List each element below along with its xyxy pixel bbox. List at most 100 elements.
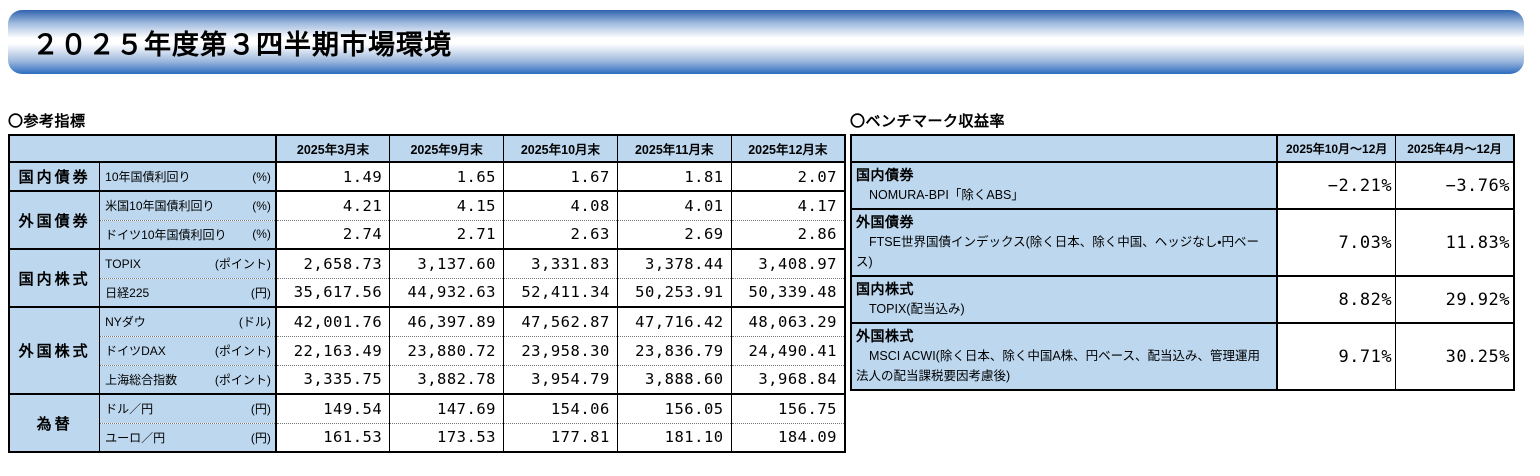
benchmark-label-cell: 外国株式 MSCI ACWI(除く日本、除く中国A株、円ベース、配当込み、管理運用… <box>851 323 1278 390</box>
indicator-label-cell: 10年国債利回り (%) <box>99 161 276 191</box>
indicator-label-inner: 米国10年国債利回り (%) <box>105 197 271 214</box>
value-cell: 177.81 <box>503 422 618 452</box>
return-value-cell: 7.03% <box>1276 209 1396 276</box>
table-row: 上海総合指数 (ポイント) 3,335.75 3,882.78 3,954.79 3,88… <box>9 364 845 394</box>
reference-table: 2025年3月末 2025年9月末 2025年10月末 2025年11月末 2025年1… <box>8 134 846 453</box>
indicator-name: ドイツDAX <box>105 344 166 358</box>
category-cell: 国内株式 <box>9 248 100 307</box>
indicator-label-inner: NYダウ (ドル) <box>105 313 271 330</box>
content-area: 〇参考指標 2025年3月末 2025年9月末 2025年10月末 2025年11月末… <box>0 110 1540 453</box>
value-cell: 1.67 <box>503 161 618 191</box>
reference-section-title: 〇参考指標 <box>8 113 86 130</box>
value-cell: 1.49 <box>274 161 390 191</box>
indicator-unit: (円) <box>250 285 271 300</box>
value-cell: 35,617.56 <box>274 277 390 307</box>
value-cell: 3,335.75 <box>274 364 390 394</box>
table-row: 国内債券 10年国債利回り (%) 1.49 1.65 1.67 1.81 2.07 <box>9 161 845 191</box>
indicator-label-cell: NYダウ (ドル) <box>99 306 276 336</box>
value-cell: 50,253.91 <box>616 277 732 307</box>
return-value-cell: 9.71% <box>1276 323 1396 390</box>
indicator-unit: (ドル) <box>238 315 271 330</box>
indicator-label-inner: 10年国債利回り (%) <box>105 168 271 185</box>
value-cell: 48,063.29 <box>730 306 845 336</box>
indicator-name: 米国10年国債利回り <box>105 199 215 214</box>
indicator-label-inner: 上海総合指数 (ポイント) <box>105 371 271 388</box>
value-cell: 2.86 <box>730 219 845 249</box>
benchmark-section-title: 〇ベンチマーク収益率 <box>850 113 1006 130</box>
benchmark-table-body: 国内債券 NOMURA-BPI「除くABS」 −2.21% −3.76% 外国債券 FTS… <box>851 162 1514 390</box>
table-row: 外国株式 NYダウ (ドル) 42,001.76 46,397.89 47,562.87 4… <box>9 306 845 394</box>
benchmark-label-cell: 外国債券 FTSE世界国債インデックス(除く日本、除く中国、ヘッジなし・円ベース) <box>851 209 1278 276</box>
return-value-cell: 11.83% <box>1395 209 1514 276</box>
title-banner: ２０２５年度第３四半期市場環境 <box>8 10 1524 74</box>
benchmark-header-row: 2025年10月～12月 2025年4月～12月 <box>851 135 1514 162</box>
table-row: 外国債券 米国10年国債利回り (%) 4.21 4.15 4.08 4.01 4.17 <box>9 190 845 249</box>
indicator-name: NYダウ <box>105 315 146 330</box>
value-cell: 23,880.72 <box>389 335 504 365</box>
value-cell: 2.74 <box>274 219 390 249</box>
value-cell: 3,954.79 <box>503 364 618 394</box>
reference-blank-header-cell <box>9 135 276 162</box>
indicator-label-cell: 米国10年国債利回り (%) <box>99 190 276 220</box>
benchmark-label-cell: 国内株式 TOPIX(配当込み) <box>851 276 1278 323</box>
indicator-label-inner: 日経225 (円) <box>105 284 271 301</box>
indicator-label-inner: TOPIX (ポイント) <box>105 255 271 272</box>
indicator-unit: (%) <box>252 169 271 184</box>
return-value-cell: 30.25% <box>1395 323 1514 390</box>
value-cell: 3,882.78 <box>389 364 504 394</box>
indicator-label-inner: ドイツDAX (ポイント) <box>105 342 271 359</box>
value-cell: 156.75 <box>730 393 845 423</box>
return-value-cell: 29.92% <box>1395 276 1514 323</box>
column-header-date: 2025年11月末 <box>616 135 732 162</box>
value-cell: 173.53 <box>389 422 504 452</box>
value-cell: 44,932.63 <box>389 277 504 307</box>
value-cell: 4.21 <box>274 190 390 220</box>
value-cell: 47,716.42 <box>616 306 732 336</box>
value-cell: 2.63 <box>503 219 618 249</box>
value-cell: 23,836.79 <box>616 335 732 365</box>
return-value-cell: −3.76% <box>1395 162 1514 209</box>
column-header-date: 2025年3月末 <box>274 135 390 162</box>
category-cell: 国内債券 <box>9 161 100 191</box>
table-row: ユーロ／円 (円) 161.53 173.53 177.81 181.10 184.09 <box>9 422 845 452</box>
value-cell: 4.17 <box>730 190 845 220</box>
value-cell: 3,968.84 <box>730 364 845 394</box>
value-cell: 52,411.34 <box>503 277 618 307</box>
value-cell: 184.09 <box>730 422 845 452</box>
indicator-label-cell: 上海総合指数 (ポイント) <box>99 364 276 394</box>
indicator-label-cell: ドル／円 (円) <box>99 393 276 423</box>
value-cell: 3,331.83 <box>503 248 618 278</box>
page-title: ２０２５年度第３四半期市場環境 <box>32 29 452 60</box>
indicator-unit: (ポイント) <box>214 344 271 358</box>
category-cell: 外国債券 <box>9 190 100 249</box>
category-cell: 為替 <box>9 393 100 452</box>
indicator-name: 10年国債利回り <box>105 170 191 184</box>
benchmark-section: 〇ベンチマーク収益率 2025年10月～12月 2025年4月～12月 国内債券 N… <box>850 110 1515 391</box>
indicator-name: TOPIX <box>105 256 141 271</box>
column-header-date: 2025年9月末 <box>389 135 504 162</box>
return-value-cell: −2.21% <box>1276 162 1396 209</box>
table-row: 国内株式 TOPIX(配当込み) 8.82% 29.92% <box>851 276 1514 323</box>
value-cell: 42,001.76 <box>274 306 390 336</box>
value-cell: 4.15 <box>389 190 504 220</box>
indicator-unit: (円) <box>250 430 271 445</box>
value-cell: 46,397.89 <box>389 306 504 336</box>
benchmark-description: MSCI ACWI(除く日本、除く中国A株、円ベース、配当込み、管理運用法人の配… <box>856 349 1261 383</box>
benchmark-category: 国内債券 <box>856 167 914 183</box>
value-cell: 3,888.60 <box>616 364 732 394</box>
benchmark-description: TOPIX(配当込み) <box>869 302 965 316</box>
indicator-name: 日経225 <box>105 285 150 300</box>
indicator-name: ドイツ10年国債利回り <box>105 227 227 242</box>
indicator-label-cell: TOPIX (ポイント) <box>99 248 276 278</box>
table-row: 外国債券 FTSE世界国債インデックス(除く日本、除く中国、ヘッジなし・円ベース)… <box>851 209 1514 276</box>
benchmark-category: 国内株式 <box>856 281 914 297</box>
benchmark-description: NOMURA-BPI「除くABS」 <box>869 188 1024 202</box>
return-value-cell: 8.82% <box>1276 276 1396 323</box>
benchmark-blank-header-cell <box>851 135 1278 162</box>
benchmark-table: 2025年10月～12月 2025年4月～12月 国内債券 NOMURA-BPI「除… <box>850 134 1515 391</box>
indicator-label-cell: ドイツDAX (ポイント) <box>99 335 276 365</box>
indicator-unit: (ポイント) <box>214 372 271 387</box>
value-cell: 1.81 <box>616 161 732 191</box>
table-row: 為替 ドル／円 (円) 149.54 147.69 154.06 156.05 156.75 <box>9 393 845 452</box>
table-row: 日経225 (円) 35,617.56 44,932.63 52,411.34 50,25… <box>9 277 845 307</box>
